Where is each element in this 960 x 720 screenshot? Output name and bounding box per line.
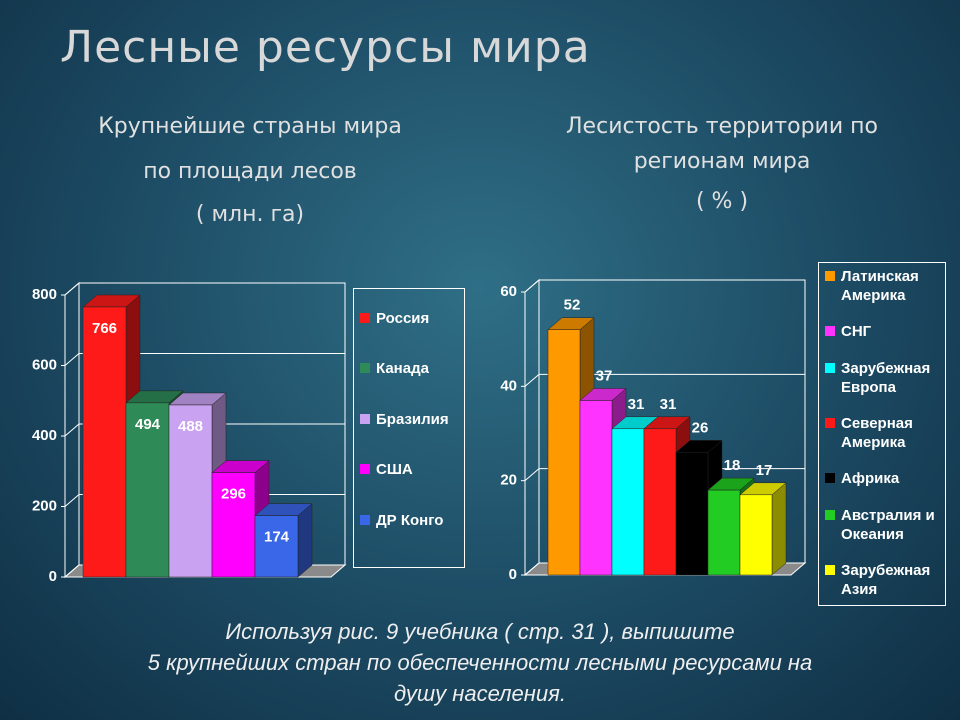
chart-title: регионам мира xyxy=(633,149,811,174)
y-tick-label: 400 xyxy=(32,427,57,444)
legend-item: ДР Конго xyxy=(360,511,458,561)
grid-line xyxy=(524,279,805,293)
legend-swatch xyxy=(825,362,835,373)
y-tick-label: 200 xyxy=(32,497,57,514)
caption: Используя рис. 9 учебника ( стр. 31 ), в… xyxy=(0,616,960,709)
bar xyxy=(82,306,127,578)
grid-line xyxy=(64,282,345,296)
legend-swatch xyxy=(360,413,370,424)
bar xyxy=(547,329,581,576)
chart-subtitle: ( % ) xyxy=(695,189,749,214)
grid-line xyxy=(524,373,805,387)
caption-line: 5 крупнейших стран по обеспеченности лес… xyxy=(147,650,813,675)
data-label: 31 xyxy=(660,396,677,413)
legend-item: США xyxy=(360,460,458,510)
y-tick-label: 0 xyxy=(509,566,517,583)
bar xyxy=(643,428,677,576)
legend-label: СНГ xyxy=(841,323,872,341)
legend-label: Бразилия xyxy=(376,410,449,428)
data-label: 494 xyxy=(135,416,161,433)
legend: Россия Канада Бразилия США ДР Конго xyxy=(353,288,465,568)
data-label: 26 xyxy=(692,419,709,436)
bar xyxy=(254,515,299,578)
legend-swatch xyxy=(825,509,835,520)
data-label: 174 xyxy=(264,529,290,546)
y-tick-label: 600 xyxy=(32,356,57,373)
legend-item: Зарубежная Европа xyxy=(825,359,939,397)
bar xyxy=(579,400,613,576)
legend-label: США xyxy=(376,461,413,479)
legend-item: Зарубежная Азия xyxy=(825,561,939,599)
y-tick-label: 60 xyxy=(500,283,517,300)
legend-swatch xyxy=(360,464,370,475)
legend-swatch xyxy=(360,363,370,374)
caption-line: Используя рис. 9 учебника ( стр. 31 ), в… xyxy=(225,619,735,644)
legend-swatch xyxy=(360,313,370,323)
data-label: 18 xyxy=(724,457,741,474)
legend-swatch xyxy=(825,271,835,281)
chart-title: Лесистость территории по xyxy=(566,114,878,139)
y-tick-label: 800 xyxy=(32,286,57,303)
plot-wall xyxy=(524,278,540,577)
data-label: 17 xyxy=(756,462,773,479)
legend-swatch xyxy=(360,514,370,525)
bar xyxy=(611,428,645,576)
bar xyxy=(707,489,741,576)
data-label: 37 xyxy=(596,367,613,384)
chart-subtitle: ( млн. га) xyxy=(195,202,305,227)
y-tick-label: 40 xyxy=(500,377,517,394)
data-label: 31 xyxy=(628,396,645,413)
legend-label: Зарубежная Азия xyxy=(841,561,931,598)
legend-swatch xyxy=(825,417,835,428)
legend-swatch xyxy=(825,326,835,337)
legend-label: Северная Америка xyxy=(841,414,913,451)
legend-item: Бразилия xyxy=(360,410,458,460)
slide-title: Лесные ресурсы мира xyxy=(60,22,591,73)
bar-side xyxy=(297,503,313,578)
data-label: 766 xyxy=(92,320,117,337)
legend-label: Россия xyxy=(376,310,430,327)
legend-swatch xyxy=(825,473,835,484)
legend-label: Зарубежная Европа xyxy=(841,359,931,396)
legend-item: Латинская Америка xyxy=(825,267,939,305)
legend-item: Северная Америка xyxy=(825,414,939,452)
legend-label: Канада xyxy=(376,360,429,378)
caption-line: душу населения. xyxy=(394,681,566,706)
grid-line xyxy=(64,353,345,366)
legend-item: Австралия и Океания xyxy=(825,506,939,544)
legend-label: Австралия и Океания xyxy=(841,506,935,543)
legend-label: ДР Конго xyxy=(376,511,444,529)
bar-side xyxy=(771,482,787,576)
y-tick-label: 0 xyxy=(49,568,57,585)
legend-label: Африка xyxy=(841,470,900,488)
legend-swatch xyxy=(825,564,835,575)
legend-item: СНГ xyxy=(825,322,939,341)
data-label: 52 xyxy=(564,297,581,314)
bar xyxy=(125,402,170,578)
legend: Латинская Америка СНГ Зарубежная Европа Сев… xyxy=(818,262,946,606)
data-label: 488 xyxy=(178,418,203,435)
bar xyxy=(739,494,773,576)
bar xyxy=(168,404,213,578)
chart-title: по площади лесов xyxy=(143,159,357,184)
y-tick-label: 20 xyxy=(500,472,517,489)
legend-item: Африка xyxy=(825,469,939,488)
legend-label: Латинская Америка xyxy=(841,268,919,304)
grid-line xyxy=(64,423,345,437)
bar xyxy=(675,452,709,576)
chart-title: Крупнейшие страны мира xyxy=(98,114,402,139)
legend-item: Россия xyxy=(360,309,458,359)
data-label: 296 xyxy=(221,486,246,503)
legend-item: Канада xyxy=(360,359,458,409)
